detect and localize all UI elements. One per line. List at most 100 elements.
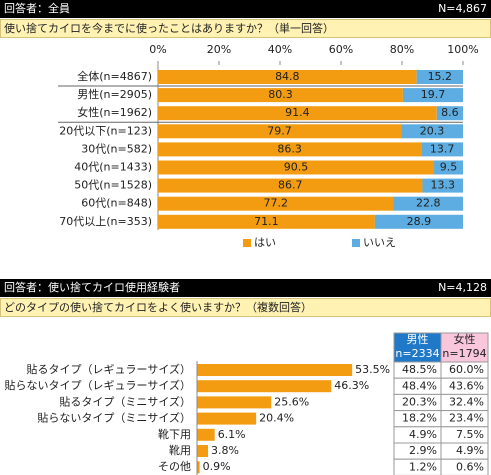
value-label: 20.3	[420, 124, 445, 137]
legend-label: はい	[254, 236, 276, 249]
value-label: 15.2	[428, 70, 453, 83]
table-cell-text: 23.4%	[449, 412, 484, 425]
value-label: 84.8	[275, 70, 300, 83]
value-label: 8.6	[441, 106, 459, 119]
bar-segment	[421, 142, 463, 157]
bar	[197, 461, 200, 474]
table-cell-text: 43.6%	[449, 379, 484, 392]
legend-swatch	[243, 239, 251, 247]
table-cell-text: 4.9%	[456, 444, 484, 457]
category-label: 20代以下(n=123)	[59, 124, 152, 137]
header-bar	[0, 0, 491, 18]
category-label: 70代以上(n=353)	[59, 215, 152, 228]
value-label: 80.3	[268, 88, 293, 101]
x-tick-label: 100%	[447, 43, 478, 56]
category-label: 貼るタイプ（ミニサイズ）	[59, 394, 191, 408]
value-label: 6.1%	[218, 428, 246, 441]
value-label: 13.3	[430, 179, 455, 192]
table-cell-text: 2.9%	[409, 444, 437, 457]
category-label: 貼らないタイプ（ミニサイズ）	[37, 411, 191, 425]
question: どのタイプの使い捨てカイロをよく使いますか？（複数回答）	[4, 300, 312, 314]
category-label: 女性(n=1962)	[77, 105, 152, 119]
table-cell-text: 32.4%	[449, 396, 484, 409]
bar-segment	[436, 106, 463, 121]
category-label: 男性(n=2905)	[77, 87, 152, 101]
category-label: 60代(n=848)	[81, 197, 152, 210]
category-label: 50代(n=1528)	[74, 179, 152, 192]
bar	[197, 396, 272, 409]
table-cell-text: 7.5%	[456, 428, 484, 441]
x-tick-label: 20%	[207, 43, 231, 56]
table-header-cell	[440, 332, 489, 363]
value-label: 25.6%	[274, 395, 309, 408]
question: 使い捨てカイロを今までに使ったことはありますか？（単一回答）	[4, 21, 334, 35]
respondents: 回答者：使い捨てカイロ使用経験者	[4, 280, 180, 294]
bar-segment	[416, 70, 463, 84]
x-tick-label: 80%	[390, 43, 414, 56]
x-tick-label: 60%	[329, 43, 353, 56]
bar-segment	[158, 124, 402, 139]
category-label: 靴下用	[158, 427, 191, 441]
bar	[197, 445, 209, 457]
x-tick-label: 40%	[268, 43, 292, 56]
legend-swatch	[352, 239, 360, 247]
table-cell-text: 18.2%	[402, 412, 437, 425]
table-cell-text: 48.4%	[402, 379, 437, 392]
bar-segment	[402, 88, 463, 103]
respondents: 回答者：全員	[4, 1, 70, 15]
bar-segment	[422, 178, 463, 193]
bar-segment	[401, 124, 463, 139]
bar-segment	[158, 160, 435, 175]
bar-segment	[434, 160, 463, 175]
table-header-text: 男性	[407, 332, 429, 346]
table-cell-text: 20.3%	[402, 396, 437, 409]
bar-segment	[374, 214, 463, 229]
table-cell	[440, 458, 489, 475]
bar	[197, 364, 353, 376]
value-label: 28.9	[407, 215, 432, 228]
value-label: 13.7	[430, 142, 455, 155]
bar-segment	[158, 196, 394, 211]
bar-segment	[158, 142, 422, 157]
table-header-text: n=2334	[395, 347, 439, 360]
value-label: 19.7	[421, 88, 446, 101]
bar-segment	[393, 196, 463, 211]
bar-segment	[158, 178, 423, 193]
value-label: 71.1	[254, 215, 279, 228]
value-label: 46.3%	[334, 379, 369, 392]
bar-segment	[158, 106, 437, 121]
bar-segment	[158, 70, 417, 84]
category-label: その他	[158, 460, 191, 473]
x-tick-label: 0%	[149, 43, 166, 56]
bar	[197, 380, 332, 393]
sample-size: N=4,867	[438, 2, 487, 15]
header-bar	[0, 279, 491, 297]
bar-segment	[158, 88, 403, 103]
category-label: 貼るタイプ（レギュラーサイズ）	[27, 362, 191, 376]
category-label: 40代(n=1433)	[74, 161, 152, 174]
table-cell-text: 4.9%	[409, 428, 437, 441]
table-header-text: n=1794	[442, 347, 486, 360]
category-label: 靴用	[169, 443, 191, 457]
value-label: 77.2	[263, 197, 288, 210]
value-label: 0.9%	[203, 460, 231, 473]
table-cell-text: 0.6%	[456, 460, 484, 473]
value-label: 86.7	[278, 179, 303, 192]
value-label: 22.8	[416, 197, 441, 210]
value-label: 79.7	[267, 124, 292, 137]
bar	[197, 412, 257, 425]
bar-segment	[158, 214, 375, 229]
category-label: 全体(n=4867)	[77, 69, 152, 83]
value-label: 90.5	[284, 161, 309, 174]
table-cell-text: 1.2%	[409, 460, 437, 473]
value-label: 9.5	[440, 161, 458, 174]
sample-size: N=4,128	[438, 281, 487, 294]
table-header-text: 女性	[454, 332, 476, 346]
value-label: 3.8%	[211, 444, 239, 457]
value-label: 86.3	[277, 142, 302, 155]
legend-label: いいえ	[363, 236, 396, 249]
value-label: 91.4	[285, 106, 310, 119]
table-cell-text: 48.5%	[402, 363, 437, 376]
value-label: 20.4%	[259, 412, 294, 425]
category-label: 貼らないタイプ（レギュラーサイズ）	[5, 378, 191, 392]
